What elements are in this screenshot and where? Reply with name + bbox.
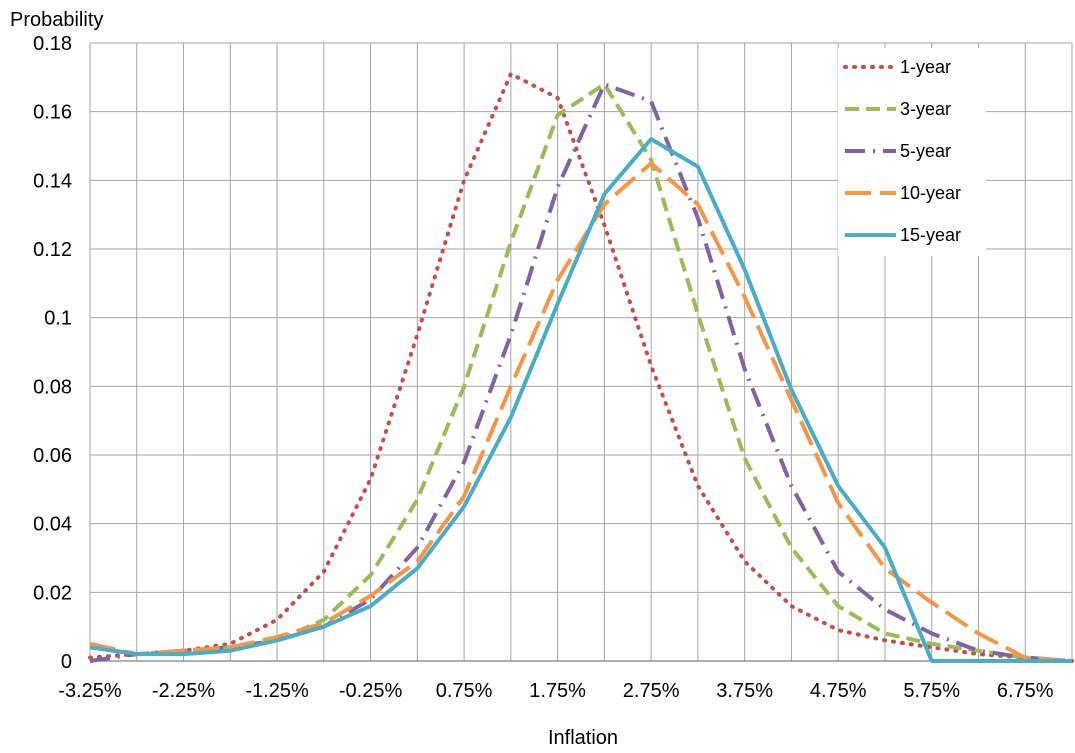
legend-label: 10-year [900,183,961,203]
y-tick-label: 0.1 [44,308,72,330]
gridlines [89,42,1073,662]
legend-label: 15-year [900,225,961,245]
x-tick-label: 1.75% [529,680,586,702]
x-axis-ticks: -3.25% -2.25% -1.25% -0.25% 0.75% 1.75% 2.75% 3… [58,680,1053,702]
legend: 1-year 3-year 5-year 10-year 15-year [838,48,986,256]
y-tick-label: 0.04 [33,514,72,536]
x-tick-label: -2.25% [152,680,216,702]
y-tick-label: 0.08 [33,376,72,398]
x-tick-label: 6.75% [997,680,1054,702]
y-tick-label: 0.18 [33,33,72,55]
y-tick-label: 0.06 [33,445,72,467]
x-tick-label: 4.75% [810,680,867,702]
series-line-3-year [89,82,1073,663]
legend-label: 1-year [900,57,951,77]
x-tick-label: 3.75% [716,680,773,702]
x-tick-label: 2.75% [623,680,680,702]
y-tick-label: 0.16 [33,102,72,124]
series-line-15-year [89,137,1072,663]
y-tick-label: 0.02 [33,582,72,604]
x-tick-label: -3.25% [58,680,122,702]
x-tick-label: 5.75% [903,680,960,702]
y-axis-ticks: 0 0.02 0.04 0.06 0.08 0.1 0.12 0.14 0.16 0.18 [33,33,72,673]
legend-label: 5-year [900,141,951,161]
series-lines [88,71,1074,663]
x-tick-label: -1.25% [245,680,309,702]
legend-label: 3-year [900,99,951,119]
y-tick-label: 0.14 [33,170,72,192]
series-line-10-year [89,161,1073,663]
x-axis-title: Inflation [548,727,618,749]
y-tick-label: 0 [61,651,72,673]
x-tick-label: -0.25% [339,680,403,702]
y-axis-title: Probability [10,9,103,31]
x-tick-label: 0.75% [436,680,493,702]
y-tick-label: 0.12 [33,239,72,261]
